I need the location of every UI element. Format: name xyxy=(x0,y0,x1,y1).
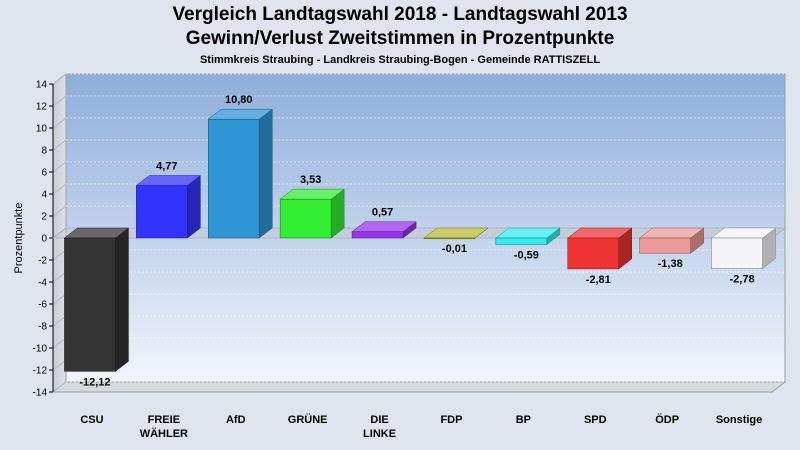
grid-line-side xyxy=(52,139,67,151)
y-tick-label: 6 xyxy=(41,168,47,179)
grid-line-side xyxy=(52,249,67,261)
x-tick-label: LINKE xyxy=(363,428,396,440)
grid-line-side xyxy=(52,293,67,305)
bar xyxy=(279,188,345,239)
x-tick-label: GRÜNE xyxy=(288,413,328,426)
plot-floor xyxy=(51,381,787,393)
data-label: -2,81 xyxy=(586,274,611,286)
data-label: -1,38 xyxy=(658,258,683,270)
y-tick-label: -2 xyxy=(38,256,47,267)
data-label: 10,80 xyxy=(225,94,253,106)
x-tick-label: DIE xyxy=(370,414,388,426)
bar xyxy=(638,227,705,254)
x-tick-label: FREIE xyxy=(148,414,180,426)
x-tick-label: BP xyxy=(516,414,531,426)
x-tick-label: AfD xyxy=(226,414,246,426)
grid-line-side xyxy=(52,183,67,195)
data-label: 0,57 xyxy=(372,207,393,219)
bar-front xyxy=(423,237,476,240)
x-tick-label: ÖDP xyxy=(655,413,679,426)
bar-front xyxy=(567,237,619,270)
bar-front xyxy=(64,237,116,372)
y-tick-label: -4 xyxy=(38,278,47,289)
bar-front xyxy=(208,118,260,239)
bar xyxy=(710,227,777,270)
grid-line-side xyxy=(52,205,67,217)
y-tick-label: 8 xyxy=(41,146,47,157)
bar-front xyxy=(495,237,548,245)
y-tick-label: 4 xyxy=(41,190,47,201)
bar-front xyxy=(351,231,404,239)
grid-line-side xyxy=(52,271,67,283)
chart-title-line2: Gewinn/Verlust Zweitstimmen in Prozentpu… xyxy=(185,28,615,49)
data-label: 3,53 xyxy=(300,174,321,186)
bar-front xyxy=(639,237,691,254)
y-tick-label: 14 xyxy=(36,80,48,91)
chart-title-line1: Vergleich Landtagswahl 2018 - Landtagswa… xyxy=(172,4,628,25)
data-label: 4,77 xyxy=(156,161,177,173)
bar-front xyxy=(136,185,188,239)
bar xyxy=(63,227,130,372)
bar-front xyxy=(279,198,332,239)
data-label: -12,12 xyxy=(79,376,110,388)
grid-line-side xyxy=(52,73,67,85)
y-tick-label: 12 xyxy=(36,102,48,113)
bar xyxy=(423,227,489,240)
y-tick-label: 10 xyxy=(36,124,48,135)
bar xyxy=(207,108,273,239)
bar-side xyxy=(187,175,201,239)
data-label: -0,59 xyxy=(514,249,539,261)
y-axis-label: Prozentpunkte xyxy=(13,203,25,274)
data-label: -0,01 xyxy=(442,243,467,255)
bar-side xyxy=(259,108,273,239)
bar-side xyxy=(115,227,129,372)
y-tick-label: -6 xyxy=(38,300,47,311)
chart-subtitle: Stimmkreis Straubing - Landkreis Straubi… xyxy=(199,54,601,66)
y-tick-label: -8 xyxy=(38,322,47,333)
bar xyxy=(495,227,561,245)
y-tick-label: -10 xyxy=(33,344,48,355)
grid-line-side xyxy=(52,359,67,371)
y-tick-label: -12 xyxy=(33,366,48,377)
y-tick-label: 0 xyxy=(41,234,47,245)
x-tick-label: SPD xyxy=(584,414,607,426)
grid-line-side xyxy=(52,161,67,173)
grid-line-side xyxy=(52,95,67,107)
data-label: -2,78 xyxy=(730,274,755,286)
grid-line-side xyxy=(52,117,67,129)
grid-line-side xyxy=(52,381,67,393)
bar xyxy=(135,175,202,239)
bar xyxy=(351,221,417,239)
x-tick-label: FDP xyxy=(440,414,462,426)
x-tick-label: WÄHLER xyxy=(140,427,188,440)
bar xyxy=(567,227,633,270)
grid-line-side xyxy=(52,337,67,349)
grid-line-side xyxy=(52,315,67,327)
y-tick-label: -14 xyxy=(33,388,48,399)
x-tick-label: CSU xyxy=(80,414,103,426)
y-tick-label: 2 xyxy=(41,212,47,223)
x-tick-label: Sonstige xyxy=(716,414,762,426)
bar-front xyxy=(711,237,763,269)
